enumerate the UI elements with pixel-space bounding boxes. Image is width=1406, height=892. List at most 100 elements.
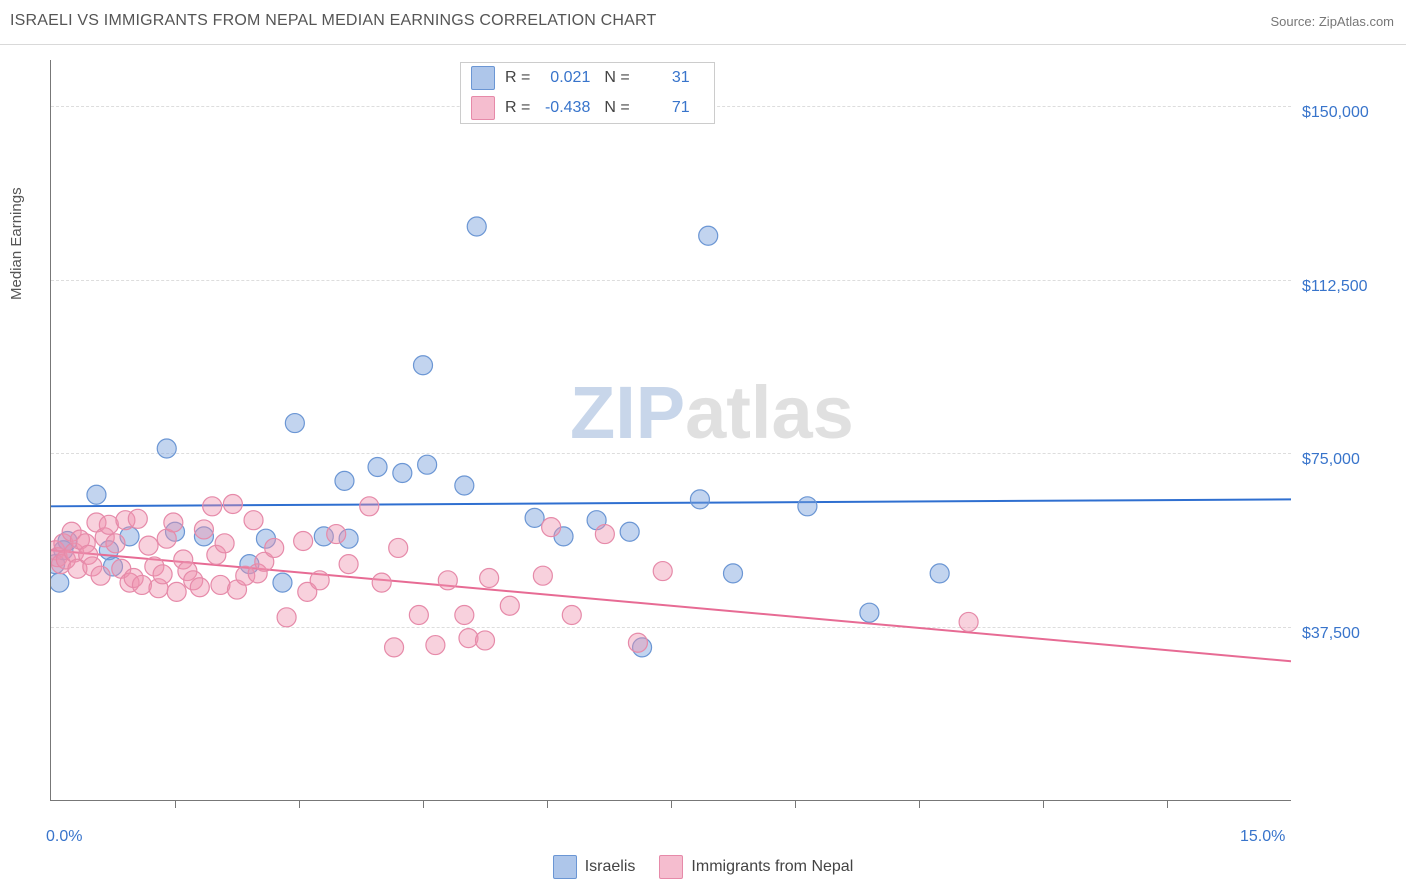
data-point	[153, 565, 172, 584]
x-tick-label: 0.0%	[46, 828, 82, 846]
x-tick	[175, 800, 176, 808]
data-point	[91, 566, 110, 585]
data-point	[409, 606, 428, 625]
legend-swatch	[553, 855, 577, 879]
legend-n-label: N =	[604, 99, 629, 117]
legend-r-value: 0.021	[536, 69, 590, 87]
data-point	[595, 525, 614, 544]
x-tick	[795, 800, 796, 808]
x-tick	[1167, 800, 1168, 808]
data-point	[223, 495, 242, 514]
data-point	[385, 638, 404, 657]
data-point	[414, 356, 433, 375]
legend-n-value: 31	[636, 69, 690, 87]
legend-label: Immigrants from Nepal	[691, 858, 853, 876]
data-point	[426, 636, 445, 655]
data-point	[860, 603, 879, 622]
scatter-canvas	[51, 60, 1291, 800]
data-point	[265, 538, 284, 557]
data-point	[438, 571, 457, 590]
data-point	[724, 564, 743, 583]
x-tick	[423, 800, 424, 808]
data-point	[418, 455, 437, 474]
legend-label: Israelis	[585, 858, 636, 876]
x-tick-label: 15.0%	[1240, 828, 1285, 846]
legend-n-label: N =	[604, 69, 629, 87]
data-point	[653, 562, 672, 581]
data-point	[467, 217, 486, 236]
data-point	[476, 631, 495, 650]
data-point	[164, 513, 183, 532]
data-point	[368, 458, 387, 477]
data-point	[620, 522, 639, 541]
data-point	[310, 571, 329, 590]
data-point	[930, 564, 949, 583]
y-axis-label: Median Earnings	[8, 187, 25, 300]
x-tick	[1043, 800, 1044, 808]
data-point	[455, 606, 474, 625]
legend-row: R = -0.438 N = 71	[461, 93, 714, 123]
data-point	[132, 575, 151, 594]
data-point	[690, 490, 709, 509]
data-point	[244, 511, 263, 530]
y-tick-label: $112,500	[1302, 278, 1368, 296]
data-point	[167, 582, 186, 601]
legend-item: Israelis	[553, 855, 636, 879]
y-tick-label: $75,000	[1302, 451, 1360, 469]
data-point	[215, 534, 234, 553]
data-point	[194, 520, 213, 539]
data-point	[372, 573, 391, 592]
data-point	[277, 608, 296, 627]
data-point	[139, 536, 158, 555]
y-tick-label: $150,000	[1302, 104, 1369, 122]
data-point	[87, 485, 106, 504]
chart-title: ISRAELI VS IMMIGRANTS FROM NEPAL MEDIAN …	[10, 12, 656, 30]
data-point	[459, 629, 478, 648]
chart-source: Source: ZipAtlas.com	[1270, 14, 1394, 29]
legend-item: Immigrants from Nepal	[659, 855, 853, 879]
data-point	[525, 508, 544, 527]
data-point	[959, 612, 978, 631]
data-point	[542, 518, 561, 537]
data-point	[455, 476, 474, 495]
legend-n-value: 71	[636, 99, 690, 117]
data-point	[699, 226, 718, 245]
data-point	[190, 578, 209, 597]
data-point	[360, 497, 379, 516]
data-point	[327, 525, 346, 544]
data-point	[339, 555, 358, 574]
data-point	[157, 439, 176, 458]
plot-area	[50, 60, 1291, 801]
y-tick-label: $37,500	[1302, 625, 1360, 643]
data-point	[273, 573, 292, 592]
legend-swatch	[471, 96, 495, 120]
data-point	[798, 497, 817, 516]
data-point	[480, 569, 499, 588]
data-point	[335, 471, 354, 490]
data-point	[51, 573, 69, 592]
data-point	[533, 566, 552, 585]
data-point	[106, 534, 125, 553]
chart-header: ISRAELI VS IMMIGRANTS FROM NEPAL MEDIAN …	[0, 0, 1406, 45]
data-point	[389, 538, 408, 557]
x-tick	[299, 800, 300, 808]
data-point	[294, 532, 313, 551]
legend-r-label: R =	[505, 69, 530, 87]
legend-correlation: R = 0.021 N = 31 R = -0.438 N = 71	[460, 62, 715, 124]
legend-r-label: R =	[505, 99, 530, 117]
data-point	[628, 633, 647, 652]
data-point	[128, 509, 147, 528]
x-tick	[671, 800, 672, 808]
legend-swatch	[471, 66, 495, 90]
data-point	[500, 596, 519, 615]
data-point	[393, 464, 412, 483]
legend-r-value: -0.438	[536, 99, 590, 117]
legend-swatch	[659, 855, 683, 879]
x-tick	[919, 800, 920, 808]
x-tick	[547, 800, 548, 808]
data-point	[203, 497, 222, 516]
data-point	[562, 606, 581, 625]
legend-row: R = 0.021 N = 31	[461, 63, 714, 93]
data-point	[285, 414, 304, 433]
legend-series: Israelis Immigrants from Nepal	[0, 855, 1406, 884]
